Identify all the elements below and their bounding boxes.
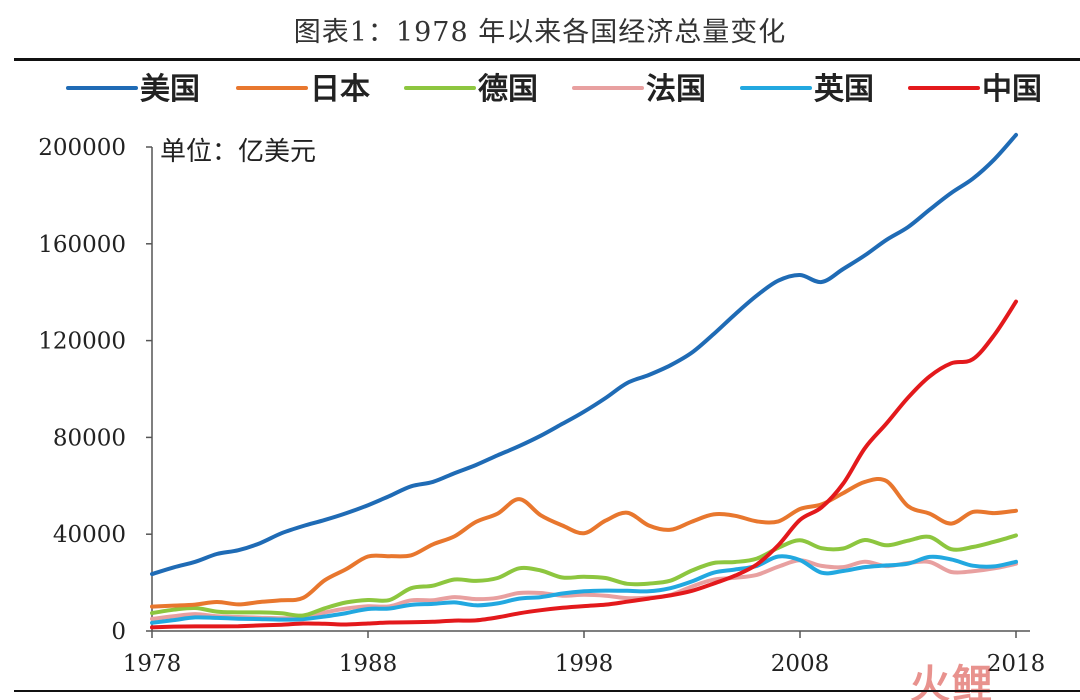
x-tick-label: 1988 (339, 651, 398, 677)
y-tick-label: 0 (111, 619, 126, 645)
legend-label-4: 英国 (814, 72, 874, 107)
y-tick-label: 80000 (53, 425, 126, 451)
series-line-4 (150, 554, 1018, 625)
series-lines (150, 132, 1018, 630)
legend: 美国 日本 德国 法国 英国 中国 (66, 72, 1042, 107)
legend-label-2: 德国 (478, 72, 538, 107)
series-line-1 (150, 476, 1018, 609)
bottom-rule (14, 690, 1080, 692)
series-line-0 (150, 132, 1018, 577)
top-rule (14, 58, 1080, 61)
x-tick-label: 1998 (555, 651, 614, 677)
axes: 0 40000 80000 120000 160000 200000 1978 1988 199… (38, 135, 1045, 677)
x-tick-label: 2018 (987, 651, 1046, 677)
y-tick-label: 200000 (38, 135, 126, 161)
series-line-5 (150, 299, 1018, 630)
x-tick-label: 1978 (123, 651, 182, 677)
y-tick-label: 120000 (38, 329, 126, 355)
series-line-2 (150, 533, 1018, 618)
x-tick-label: 2008 (771, 651, 830, 677)
chart-title: 图表1：1978 年以来各国经济总量变化 (293, 17, 787, 48)
legend-label-3: 法国 (646, 72, 706, 107)
legend-label-5: 中国 (982, 72, 1042, 107)
y-axis-unit-label: 单位：亿美元 (160, 137, 316, 167)
y-tick-label: 40000 (53, 522, 126, 548)
legend-label-0: 美国 (140, 72, 200, 107)
y-tick-label: 160000 (38, 232, 126, 258)
legend-label-1: 日本 (310, 72, 370, 107)
watermark-logo: 火鲤 (910, 662, 994, 700)
